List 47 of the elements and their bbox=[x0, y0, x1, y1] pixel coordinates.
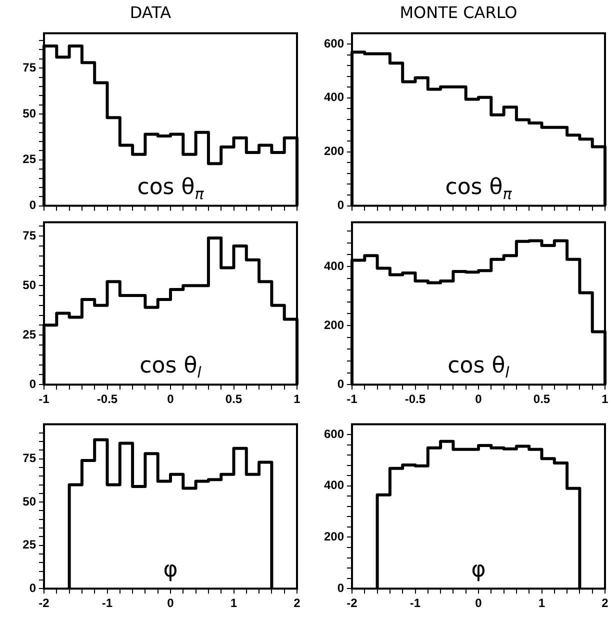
x-tick-label: -0.5 bbox=[96, 392, 118, 406]
x-tick-label: 0.5 bbox=[225, 392, 242, 406]
y-tick-label: 0 bbox=[337, 198, 344, 212]
x-tick-label: 0 bbox=[475, 392, 482, 406]
x-tick-label: 0.5 bbox=[533, 392, 550, 406]
chart-title: MONTE CARLO bbox=[400, 2, 518, 22]
x-tick-label: 0 bbox=[475, 596, 482, 610]
x-tick-label: 2 bbox=[602, 596, 609, 610]
x-axis-title: φ bbox=[471, 558, 486, 583]
x-tick-label: 1 bbox=[294, 392, 301, 406]
y-tick-label: 400 bbox=[324, 258, 344, 273]
y-tick-label: 75 bbox=[22, 60, 36, 74]
y-tick-label: 0 bbox=[29, 580, 36, 595]
y-tick-label: 25 bbox=[22, 538, 36, 552]
y-tick-label: 0 bbox=[29, 376, 36, 391]
y-tick-label: 200 bbox=[324, 144, 344, 158]
x-tick-label: -1 bbox=[38, 392, 50, 406]
y-tick-label: 50 bbox=[22, 106, 36, 120]
y-tick-label: 75 bbox=[22, 228, 36, 242]
x-tick-label: 2 bbox=[294, 596, 301, 610]
x-tick-label: 1 bbox=[230, 596, 238, 610]
y-tick-label: 75 bbox=[22, 451, 36, 466]
x-tick-label: 1 bbox=[602, 392, 609, 406]
y-tick-label: 25 bbox=[22, 152, 36, 166]
x-tick-label: -1 bbox=[410, 596, 421, 610]
y-tick-label: 400 bbox=[324, 478, 344, 492]
x-tick-label: 0 bbox=[167, 392, 174, 406]
y-tick-label: 600 bbox=[324, 36, 344, 50]
x-tick-label: 0 bbox=[167, 596, 174, 610]
x-tick-label: -1 bbox=[346, 392, 358, 406]
y-tick-label: 50 bbox=[22, 278, 36, 292]
x-tick-label: 1 bbox=[538, 596, 546, 610]
chart-title: DATA bbox=[130, 2, 172, 22]
x-tick-label: -2 bbox=[38, 596, 50, 610]
y-tick-label: 200 bbox=[324, 318, 344, 332]
y-tick-label: 200 bbox=[324, 530, 344, 544]
y-tick-label: 25 bbox=[22, 327, 36, 342]
x-tick-label: -0.5 bbox=[404, 392, 426, 406]
y-tick-label: 50 bbox=[22, 494, 36, 508]
y-tick-label: 400 bbox=[324, 90, 344, 104]
x-tick-label: -2 bbox=[346, 596, 358, 610]
x-axis-title: φ bbox=[163, 558, 178, 583]
y-tick-label: 0 bbox=[337, 580, 344, 595]
x-tick-label: -1 bbox=[102, 596, 113, 610]
y-tick-label: 600 bbox=[324, 426, 344, 441]
y-tick-label: 0 bbox=[337, 376, 344, 391]
y-tick-label: 0 bbox=[29, 198, 36, 212]
